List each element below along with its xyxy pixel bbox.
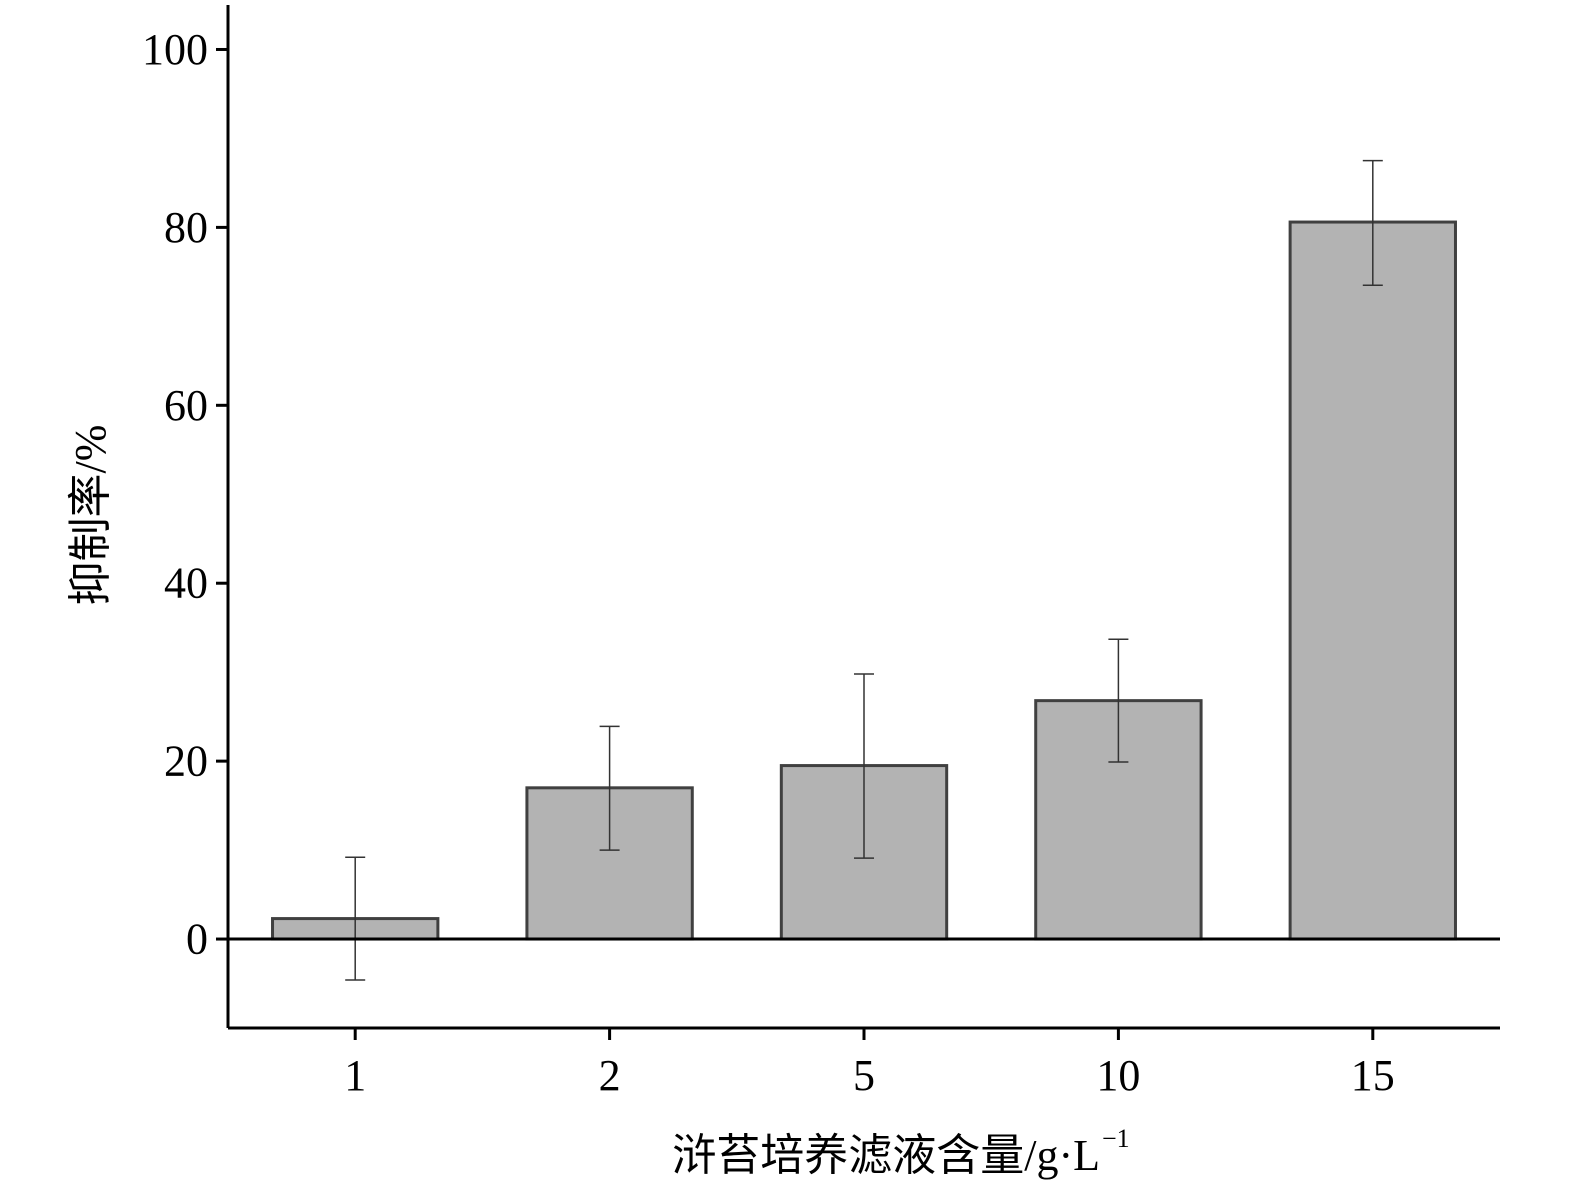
- y-tick-label: 0: [186, 915, 208, 964]
- y-tick-label: 100: [142, 25, 208, 74]
- x-axis-title: 浒苔培养滤液含量/g·L: [672, 1131, 1100, 1180]
- x-tick-label: 15: [1351, 1051, 1395, 1100]
- x-tick-label: 10: [1096, 1051, 1140, 1100]
- y-axis-title: 抑制率/%: [66, 425, 115, 606]
- error-bar-5: [854, 673, 874, 859]
- error-bars-group: [345, 159, 1383, 981]
- x-ticks-group: 1 2 5 10 15: [344, 1028, 1395, 1100]
- y-tick-label: 40: [164, 559, 208, 608]
- error-bar-2: [599, 725, 620, 851]
- x-tick-label: 1: [344, 1051, 366, 1100]
- y-tick-label: 20: [164, 737, 208, 786]
- x-axis-title-superscript: −1: [1102, 1124, 1130, 1153]
- y-ticks-group: 0 20 40 60 80 100: [142, 25, 228, 964]
- y-tick-label: 80: [164, 203, 208, 252]
- y-tick-label: 60: [164, 381, 208, 430]
- bar-15: [1288, 220, 1457, 941]
- error-bar-1: [345, 856, 366, 981]
- error-bar-15: [1362, 159, 1383, 286]
- error-bar-10: [1108, 638, 1129, 763]
- x-tick-label: 2: [599, 1051, 621, 1100]
- x-tick-label: 5: [853, 1051, 875, 1100]
